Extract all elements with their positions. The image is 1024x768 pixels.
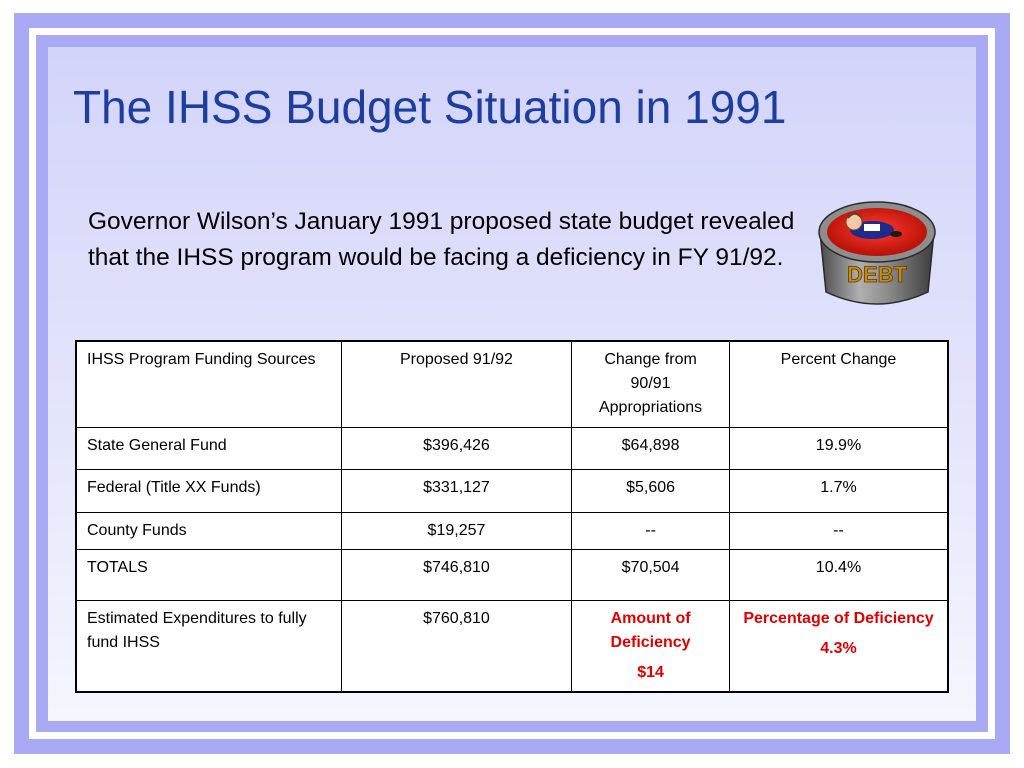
deficiency-amount-value: $14: [637, 663, 664, 681]
header-percent-change: Percent Change: [728, 340, 949, 428]
row-label: TOTALS: [75, 548, 342, 601]
header-change: Change from 90/91 Appropriations: [571, 340, 730, 428]
row-change: $64,898: [571, 426, 730, 470]
debt-bucket-icon: DEBT: [818, 201, 936, 305]
person-in-debt-icon: [845, 212, 902, 239]
row-label: County Funds: [75, 511, 342, 550]
row-percent: --: [728, 511, 949, 550]
row-proposed: $331,127: [340, 468, 573, 513]
row-change: $5,606: [571, 468, 730, 513]
deficiency-percent-value: 4.3%: [820, 639, 857, 657]
row-change: $70,504: [571, 548, 730, 601]
header-proposed: Proposed 91/92: [340, 340, 573, 428]
table-row: State General Fund $396,426 $64,898 19.9…: [75, 426, 949, 470]
row-percent: 10.4%: [728, 548, 949, 601]
table-row: Federal (Title XX Funds) $331,127 $5,606…: [75, 468, 949, 513]
deficiency-percent-cell: Percentage of Deficiency 4.3%: [728, 599, 949, 692]
deficiency-amount-label: Amount of Deficiency: [610, 609, 691, 651]
row-proposed: $746,810: [340, 548, 573, 601]
row-percent: 1.7%: [728, 468, 949, 513]
row-proposed: $396,426: [340, 426, 573, 470]
deficiency-percent-label: Percentage of Deficiency: [743, 609, 934, 627]
intro-paragraph: Governor Wilson’s January 1991 proposed …: [88, 208, 795, 271]
header-funding-sources: IHSS Program Funding Sources: [75, 340, 342, 428]
row-proposed: $760,810: [340, 599, 573, 692]
row-label: Estimated Expenditures to fully fund IHS…: [75, 599, 342, 692]
row-percent: 19.9%: [728, 426, 949, 470]
deficiency-amount-cell: Amount of Deficiency $14: [571, 599, 730, 692]
debt-label: DEBT: [847, 262, 907, 287]
row-proposed: $19,257: [340, 511, 573, 550]
funding-table: IHSS Program Funding Sources Proposed 91…: [75, 340, 949, 693]
row-label: State General Fund: [75, 426, 342, 470]
table-row-expenditures: Estimated Expenditures to fully fund IHS…: [75, 599, 949, 692]
table-header-row: IHSS Program Funding Sources Proposed 91…: [75, 340, 949, 428]
slide-title: The IHSS Budget Situation in 1991: [73, 81, 787, 133]
table-row: County Funds $19,257 -- --: [75, 511, 949, 550]
row-change: --: [571, 511, 730, 550]
row-label: Federal (Title XX Funds): [75, 468, 342, 513]
table-row-totals: TOTALS $746,810 $70,504 10.4%: [75, 548, 949, 601]
